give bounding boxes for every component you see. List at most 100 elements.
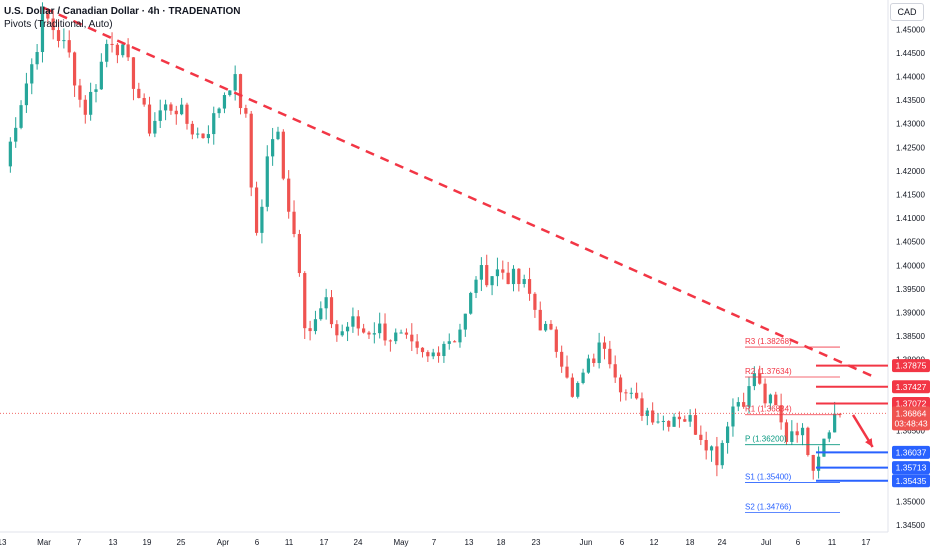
candle-body: [180, 104, 184, 115]
candle-body: [576, 382, 580, 397]
y-tick-label: 1.45000: [896, 25, 925, 34]
candle-body: [420, 347, 425, 353]
candle-body: [228, 90, 232, 96]
candle-body: [811, 454, 815, 471]
candle-body: [645, 410, 649, 416]
x-tick-label: 7: [432, 538, 437, 547]
candle-body: [249, 113, 253, 188]
candle-body: [581, 372, 585, 383]
candle-body: [324, 297, 328, 309]
x-tick-label: 24: [354, 538, 363, 547]
candle-body: [768, 394, 773, 404]
candle-body: [14, 127, 18, 142]
candle-body: [458, 329, 462, 343]
candle-body: [238, 74, 243, 109]
candle-body: [517, 268, 521, 285]
candle-body: [340, 331, 344, 336]
candle-body: [46, 13, 50, 19]
candle-body: [206, 134, 211, 139]
candle-body: [779, 405, 783, 423]
candle-body: [110, 43, 114, 45]
candle-body: [640, 398, 644, 416]
candle-body: [554, 329, 558, 352]
candle-body: [51, 18, 55, 31]
candle-body: [222, 95, 227, 109]
candle-body: [201, 133, 205, 139]
candle-body: [190, 123, 194, 135]
resistance-level-value: 1.37072: [896, 399, 927, 409]
candle-body: [602, 342, 607, 349]
projection-arrowhead: [865, 438, 873, 448]
indicator-label[interactable]: Pivots (Traditional, Auto): [4, 19, 113, 30]
candle-body: [372, 333, 376, 335]
y-tick-label: 1.34500: [896, 521, 925, 530]
candle-body: [233, 74, 237, 91]
candle-body: [436, 352, 441, 357]
candle-body: [276, 131, 280, 140]
candle-body: [254, 187, 259, 233]
candle-body: [704, 439, 708, 451]
x-tick-label: 6: [620, 538, 625, 547]
candle-body: [651, 410, 655, 423]
x-tick-label: 18: [497, 538, 506, 547]
candle-body: [163, 104, 168, 111]
candle-body: [431, 352, 435, 357]
candle-body: [549, 323, 553, 330]
candle-body: [158, 110, 162, 121]
candle-body: [774, 394, 778, 406]
support-level-value: 1.36037: [896, 447, 927, 457]
candle-body: [404, 332, 409, 335]
candle-body: [506, 272, 510, 285]
candle-body: [667, 420, 671, 427]
candle-body: [78, 85, 82, 100]
x-tick-label: 24: [718, 538, 727, 547]
candle-body: [758, 373, 762, 384]
x-tick-label: 11: [285, 538, 294, 547]
candle-body: [410, 334, 414, 342]
x-tick-label: 11: [828, 538, 837, 547]
candle-body: [613, 364, 617, 378]
candle-body: [67, 40, 71, 53]
candle-body: [308, 328, 312, 332]
x-tick-label: Jul: [761, 538, 771, 547]
y-tick-label: 1.40500: [896, 238, 925, 247]
candle-body: [115, 44, 120, 56]
candle-body: [174, 110, 178, 115]
candle-body: [634, 392, 639, 399]
candle-body: [827, 432, 831, 439]
candle-body: [426, 352, 430, 357]
candle-body: [763, 383, 767, 404]
candle-body: [592, 358, 596, 364]
candle-body: [784, 422, 789, 442]
candle-body: [742, 402, 746, 407]
candle-body: [72, 52, 77, 86]
current-price-value: 1.36864: [896, 408, 927, 418]
x-tick-label: 25: [177, 538, 186, 547]
downtrend-line[interactable]: [43, 6, 874, 378]
candle-body: [560, 351, 564, 367]
candle-body: [415, 341, 419, 348]
candle-body: [511, 268, 516, 285]
x-tick-label: Jun: [580, 538, 593, 547]
candle-body: [447, 341, 451, 344]
support-level-value: 1.35435: [896, 476, 927, 486]
support-level-tag: [892, 461, 930, 475]
candle-body: [30, 64, 34, 84]
candle-body: [800, 427, 805, 436]
candle-body: [479, 265, 483, 280]
candle-body: [265, 156, 269, 207]
y-tick-label: 1.41000: [896, 214, 925, 223]
candles: [8, 2, 842, 480]
candle-body: [345, 326, 350, 332]
currency-badge[interactable]: CAD: [890, 3, 924, 21]
candle-body: [501, 269, 505, 273]
candle-body: [399, 332, 403, 334]
pivot-label: R3 (1.38268): [745, 337, 792, 346]
y-tick-label: 1.44000: [896, 72, 925, 81]
y-tick-label: 1.41500: [896, 190, 925, 199]
candle-body: [367, 332, 371, 335]
candle-body: [624, 392, 628, 394]
x-tick-label: Mar: [37, 538, 51, 547]
candle-body: [260, 206, 264, 233]
